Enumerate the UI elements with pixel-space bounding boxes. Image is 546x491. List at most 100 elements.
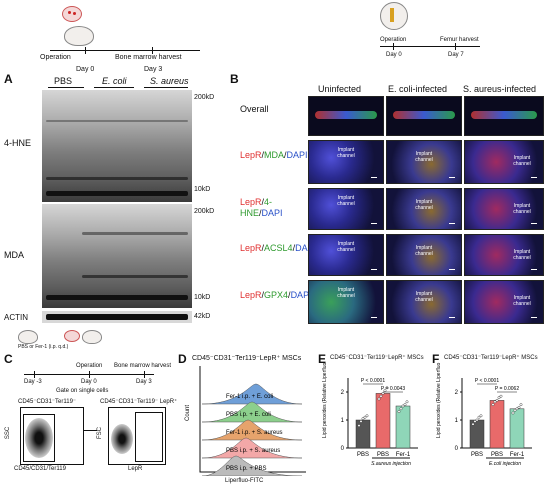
fluorescence-image: Implant channel — [386, 280, 462, 324]
histogram-legend-label: Fer-1 i.p. + S. aureus — [226, 430, 283, 436]
row-label-part: GPX4 — [264, 290, 289, 300]
chart-f-title: CD45⁻CD31⁻Ter119⁻LepR⁺ MSCs — [444, 355, 538, 361]
row-label-part: / — [261, 197, 265, 207]
blot-row-4hne: 4-HNE — [4, 138, 32, 148]
category-label: Fer-1 — [396, 452, 411, 458]
timeline-c: PBS or Fer-1 (i.p. q.d.) Operation Bone … — [4, 330, 171, 390]
col-ecoli: E. coli-infected — [388, 84, 448, 94]
bar-chart-ylabel: Lipid peroxides (Relative Liperfluo MFI) — [322, 362, 328, 438]
fluorescence-image: Implant channel — [386, 140, 462, 184]
row-label-part: MDA — [264, 150, 285, 160]
histogram-overlay: Fer-1 i.p. + E. coli PBS i.p. + E. coli Fe… — [199, 366, 306, 476]
implant-channel-label: Implant channel — [415, 151, 433, 163]
row-label-part: / — [259, 208, 262, 218]
timeline-c-day-3: Day -3 — [24, 379, 42, 385]
data-point — [377, 397, 381, 401]
data-point — [475, 418, 479, 422]
implant-channel-label: Implant channel — [415, 199, 433, 211]
blot-mda — [42, 204, 192, 308]
category-label: PBS — [357, 452, 369, 458]
data-point — [515, 407, 519, 411]
histogram-legend-label: Fer-1 i.p. + E. coli — [226, 394, 273, 400]
timeline-b-day7: Day 7 — [448, 52, 464, 58]
data-point — [497, 396, 501, 399]
data-point — [357, 424, 361, 427]
row-label-part: / — [261, 150, 265, 160]
blot-row-actin: ACTIN — [4, 313, 28, 322]
scale-bar — [531, 317, 537, 318]
timeline-c-day3: Day 3 — [136, 379, 152, 385]
histology-row-label: LepR/GPX4/DAPI — [240, 290, 312, 301]
row-label-part: LepR — [240, 150, 262, 160]
implant-channel-label: Implant channel — [415, 291, 433, 303]
mouse-operation-icon — [82, 330, 102, 344]
marker-10kd-1: 10kD — [194, 186, 211, 193]
bar — [509, 408, 525, 449]
data-point — [511, 411, 515, 415]
p-value-label: P = 0.0043 — [381, 386, 405, 392]
gate1-title: CD45⁻CD31⁻Ter119⁻ — [18, 399, 77, 405]
data-point — [363, 415, 367, 419]
timeline-c-day0: Day 0 — [81, 379, 97, 385]
blot-4hne — [42, 90, 192, 202]
y-tick-label: 1 — [455, 418, 459, 424]
fluorescence-image: Implant channel — [464, 234, 544, 276]
blot-group-pbs: PBS — [54, 76, 73, 86]
implant-channel-label: Implant channel — [513, 249, 531, 261]
row-label-part: LepR — [240, 197, 262, 207]
fluorescence-image: Implant channel — [464, 188, 544, 230]
gate2-title: CD45⁻CD31⁻Ter119⁻ LepR⁺ — [100, 399, 178, 405]
scale-bar — [531, 269, 537, 270]
data-point — [385, 386, 389, 390]
panel-d-label: D — [178, 352, 187, 366]
marker-200kd-1: 200kD — [194, 94, 215, 101]
row-label-part: DAPI — [290, 290, 312, 300]
category-label: PBS — [377, 452, 389, 458]
data-point — [381, 391, 385, 395]
category-label: PBS — [471, 452, 483, 458]
blot-group-ecoli: E. coli — [102, 76, 127, 86]
data-point — [405, 400, 409, 404]
fluorescence-image: Implant channel — [308, 280, 384, 324]
implant-channel-label: Implant channel — [337, 287, 355, 299]
histogram-axis — [199, 366, 306, 473]
histogram-legend-label: PBS i.p. + S. aureus — [226, 448, 280, 454]
group-label: E.coli injection — [489, 461, 521, 467]
data-point — [479, 414, 483, 418]
data-point — [397, 410, 401, 413]
data-point — [519, 403, 523, 406]
histogram-curve — [201, 419, 303, 441]
histogram-curve — [201, 401, 303, 423]
panel-e-label: E — [318, 352, 327, 366]
data-point — [401, 404, 405, 408]
row-label-part: / — [288, 290, 291, 300]
bone-section — [315, 111, 377, 119]
data-point — [361, 417, 365, 420]
panel-a-label: A — [4, 72, 13, 86]
scale-bar — [371, 223, 377, 224]
fluorescence-image: Implant channel — [308, 234, 384, 276]
p-value-label: P < 0.0001 — [361, 378, 385, 384]
flow-ylabel-ssc: SSC — [5, 426, 12, 440]
scale-bar — [371, 317, 377, 318]
bar-chart-e: Lipid peroxides (Relative Liperfluo MFI)… — [322, 362, 418, 467]
row-label-part: 4-HNE — [240, 197, 273, 218]
scale-bar — [531, 177, 537, 178]
data-point — [499, 394, 503, 398]
fluorescence-image: Implant channel — [386, 234, 462, 276]
implant-channel-label: Implant channel — [513, 295, 531, 307]
row-label-part: DAPI — [295, 243, 317, 253]
y-tick-label: 1 — [341, 418, 345, 424]
timeline-c-treatment: PBS or Fer-1 (i.p. q.d.) — [18, 344, 69, 350]
row-label-part: DAPI — [286, 150, 308, 160]
panel-c-label: C — [4, 352, 13, 366]
scale-bar — [449, 317, 455, 318]
flow-plot-1 — [20, 407, 84, 465]
bone-section — [471, 111, 537, 119]
implant-channel-label: Implant channel — [337, 195, 355, 207]
y-tick-label: 0 — [341, 446, 345, 452]
panel-d-title: CD45⁻CD31⁻Ter119⁻LepR⁺ MSCs — [192, 355, 302, 362]
blot-row-mda: MDA — [4, 250, 24, 260]
data-point — [365, 414, 369, 418]
flow-xlabel-2: LepR — [128, 466, 143, 472]
